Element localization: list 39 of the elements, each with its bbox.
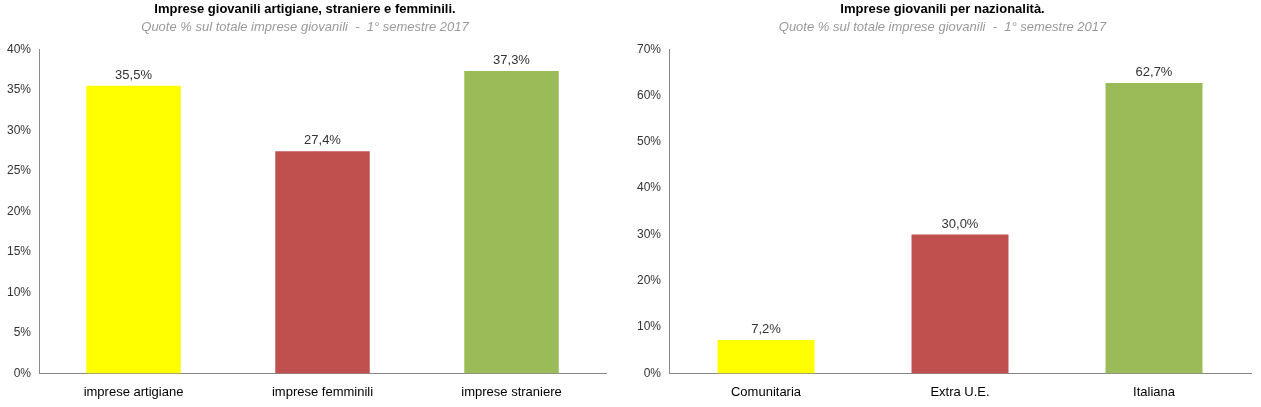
y-tick-label: 30% xyxy=(636,226,662,241)
y-tick-label: 0% xyxy=(13,365,32,380)
y-tick-label: 20% xyxy=(636,273,662,288)
data-label: 62,7% xyxy=(1135,64,1173,80)
x-tick-label: Comunitaria xyxy=(730,383,802,399)
y-tick-label: 10% xyxy=(636,319,662,334)
chart-title: Imprese giovanili artigiane, straniere e femminili. xyxy=(154,1,456,17)
y-tick-label: 5% xyxy=(13,325,32,340)
y-tick-label: 60% xyxy=(636,87,662,102)
y-tick-label: 10% xyxy=(6,284,32,299)
x-tick-label: imprese artigiane xyxy=(83,383,184,399)
data-label: 37,3% xyxy=(493,52,531,68)
bar xyxy=(275,151,370,374)
y-tick-label: 35% xyxy=(6,82,32,97)
x-tick-label: Extra U.E. xyxy=(930,383,990,399)
data-label: 27,4% xyxy=(304,132,342,148)
y-tick-label: 25% xyxy=(6,163,32,178)
bar xyxy=(464,71,559,374)
y-tick-label: 0% xyxy=(643,365,662,380)
y-tick-label: 70% xyxy=(636,41,662,56)
data-label: 35,5% xyxy=(115,66,153,82)
y-tick-label: 15% xyxy=(6,244,32,259)
x-tick-label: Italiana xyxy=(1133,383,1176,399)
y-tick-label: 40% xyxy=(636,180,662,195)
y-tick-label: 50% xyxy=(636,134,662,149)
bar xyxy=(717,340,815,374)
chart-subtitle: Quote % sul totale imprese giovanili - 1° semestre 2017 xyxy=(141,19,470,35)
chart-subtitle: Quote % sul totale imprese giovanili - 1° semestre 2017 xyxy=(778,19,1107,35)
chart-title: Imprese giovanili per nazionalità. xyxy=(840,1,1045,17)
x-tick-label: imprese femminili xyxy=(271,383,374,399)
bar xyxy=(1105,83,1203,374)
bar xyxy=(911,234,1009,374)
data-label: 7,2% xyxy=(751,321,782,337)
y-tick-label: 20% xyxy=(6,203,32,218)
y-tick-label: 30% xyxy=(6,122,32,137)
y-tick-label: 40% xyxy=(6,41,32,56)
x-tick-label: imprese straniere xyxy=(461,383,562,399)
data-label: 30,0% xyxy=(941,215,979,231)
bar xyxy=(86,85,181,374)
